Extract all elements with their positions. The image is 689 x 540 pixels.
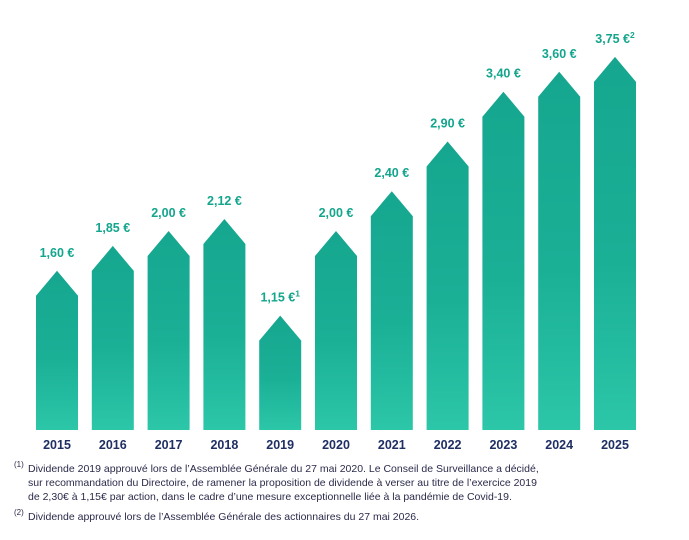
x-tick-2016: 2016 bbox=[99, 438, 127, 452]
x-tick-2021: 2021 bbox=[378, 438, 406, 452]
footnote-2-line-1: Dividende approuvé lors de l’Assemblée G… bbox=[28, 511, 420, 523]
bar-2023 bbox=[482, 91, 525, 430]
value-label-2024: 3,60 € bbox=[542, 47, 577, 61]
x-tick-2019: 2019 bbox=[266, 438, 294, 452]
bar-2019 bbox=[259, 315, 302, 430]
value-label-2019: 1,15 €1 bbox=[260, 289, 300, 305]
dividend-bar-chart: 1,60 € 1,85 € 2,00 € 2,12 € 1,15 €1 2,00 € 2,4… bbox=[36, 30, 636, 452]
x-tick-2023: 2023 bbox=[489, 438, 517, 452]
value-label-2016: 1,85 € bbox=[95, 221, 130, 235]
bar-2018 bbox=[203, 219, 246, 430]
value-label-footnote-2019: 1 bbox=[295, 289, 300, 299]
footnote-1-line-1: Dividende 2019 approuvé lors de l’Assemb… bbox=[28, 463, 539, 475]
value-label-2017: 2,00 € bbox=[151, 206, 186, 220]
value-label-2021: 2,40 € bbox=[374, 166, 409, 180]
value-label-footnote-2025: 2 bbox=[630, 30, 635, 40]
value-label-2020: 2,00 € bbox=[319, 206, 354, 220]
footnote-1-line-3: de 2,30€ à 1,15€ par action, dans le cad… bbox=[28, 491, 512, 503]
value-label-2015: 1,60 € bbox=[40, 246, 75, 260]
value-label-2018: 2,12 € bbox=[207, 194, 242, 208]
bar-2024 bbox=[538, 71, 581, 431]
bar-2020 bbox=[315, 231, 357, 430]
x-tick-2025: 2025 bbox=[601, 438, 629, 452]
bar-2015 bbox=[36, 270, 78, 430]
footnote-2: (2) Dividende approuvé lors de l’Assembl… bbox=[14, 508, 654, 524]
value-label-2022: 2,90 € bbox=[430, 116, 465, 130]
x-tick-2022: 2022 bbox=[434, 438, 462, 452]
value-label-2023: 3,40 € bbox=[486, 67, 521, 81]
x-tick-2020: 2020 bbox=[322, 438, 350, 452]
bar-2025 bbox=[594, 56, 636, 430]
bar-2021 bbox=[370, 191, 413, 430]
footnote-1-marker: (1) bbox=[14, 460, 24, 469]
footnote-1: (1) Dividende 2019 approuvé lors de l’As… bbox=[14, 460, 654, 504]
x-tick-2015: 2015 bbox=[43, 438, 71, 452]
footnote-1-line-2: sur recommandation du Directoire, de ram… bbox=[28, 477, 537, 489]
footnote-2-marker: (2) bbox=[14, 508, 24, 517]
bar-2016 bbox=[91, 245, 134, 430]
x-tick-2017: 2017 bbox=[155, 438, 183, 452]
footnotes: (1) Dividende 2019 approuvé lors de l’As… bbox=[14, 460, 654, 530]
bar-2017 bbox=[147, 231, 190, 430]
x-tick-2024: 2024 bbox=[545, 438, 573, 452]
x-tick-2018: 2018 bbox=[210, 438, 238, 452]
bar-2022 bbox=[426, 141, 469, 430]
value-label-2025: 3,75 €2 bbox=[595, 30, 635, 46]
